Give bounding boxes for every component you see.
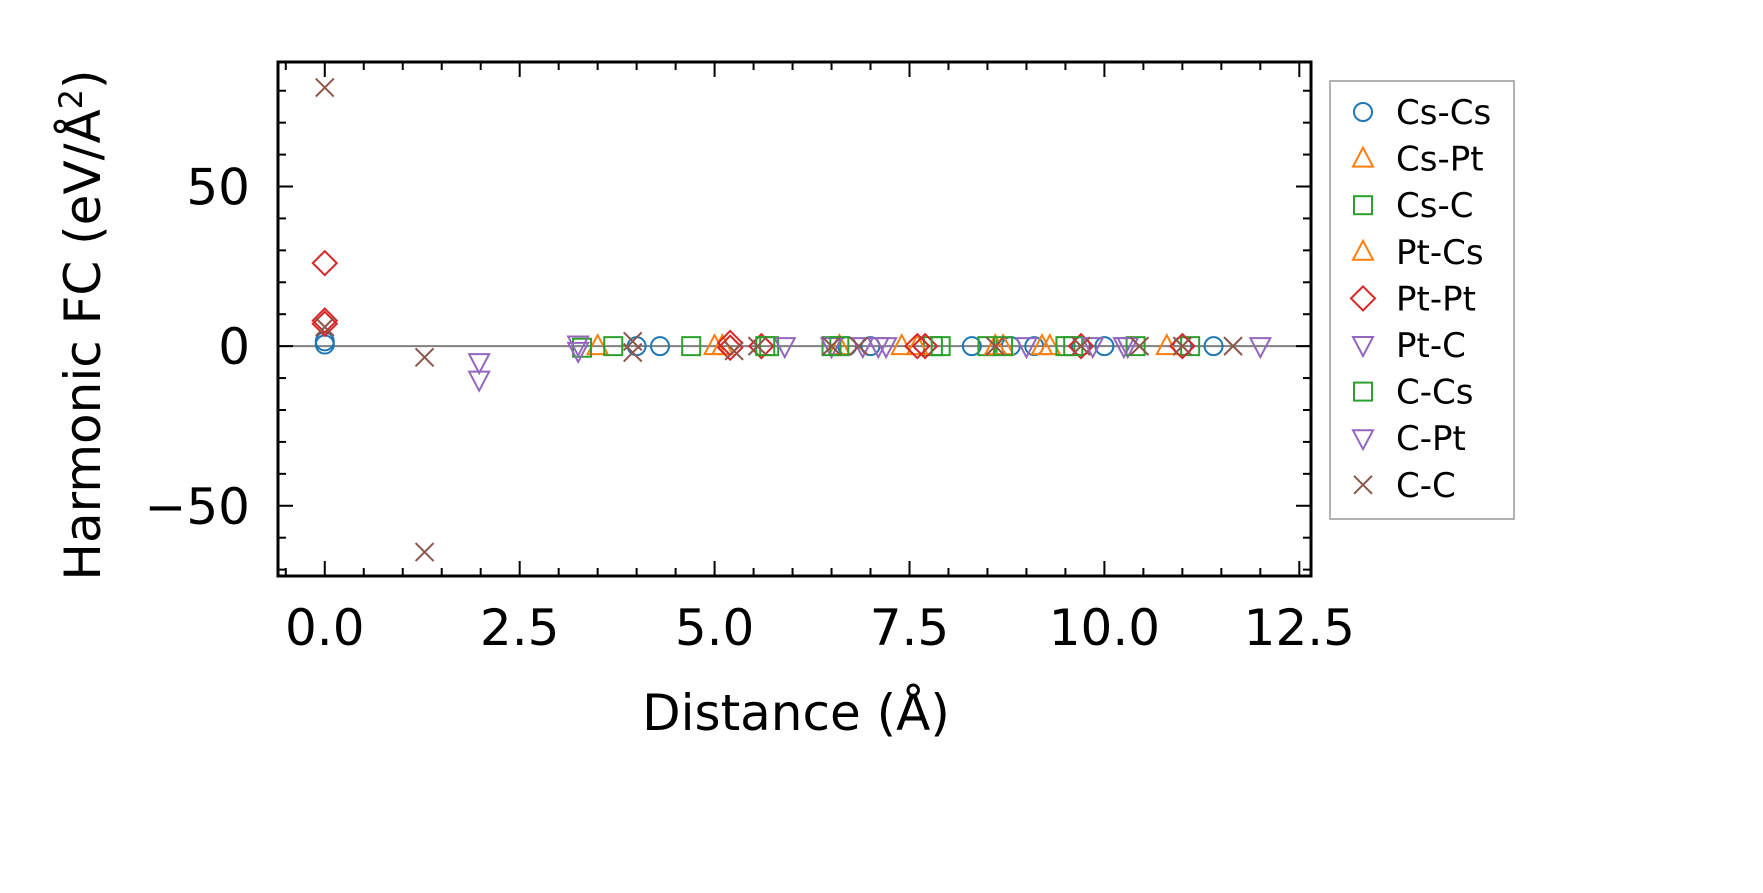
data-point bbox=[1014, 337, 1039, 360]
data-point bbox=[414, 542, 435, 562]
data-point bbox=[1172, 336, 1193, 356]
data-point bbox=[724, 341, 744, 361]
legend-label: C-Cs bbox=[1396, 373, 1473, 413]
legend-marker bbox=[1353, 475, 1373, 495]
data-point bbox=[681, 336, 702, 357]
data-point bbox=[985, 336, 1005, 356]
data-point bbox=[623, 342, 643, 363]
data-point bbox=[311, 307, 339, 335]
x-tick-label: 2.5 bbox=[480, 599, 560, 657]
data-point bbox=[566, 341, 590, 365]
data-point bbox=[716, 334, 744, 362]
data-point bbox=[1094, 336, 1115, 357]
y-axis-label-superscript: 2 bbox=[52, 89, 90, 109]
data-point bbox=[650, 336, 671, 357]
legend-marker bbox=[1353, 381, 1373, 402]
data-point bbox=[566, 335, 590, 358]
data-point bbox=[1112, 337, 1136, 360]
legend-label: C-Pt bbox=[1396, 419, 1466, 459]
legend-label: Pt-C bbox=[1396, 326, 1466, 366]
series-c-pt bbox=[851, 337, 1136, 360]
axes-frame bbox=[276, 60, 1313, 578]
legend-label: Cs-Pt bbox=[1396, 140, 1484, 180]
y-axis-label: Harmonic FC (eV/Å2) bbox=[52, 69, 112, 580]
legend-label: Cs-Cs bbox=[1396, 93, 1491, 133]
y-tick-label: 50 bbox=[186, 159, 250, 217]
legend-label: Cs-C bbox=[1396, 186, 1473, 226]
series-c-c bbox=[315, 77, 1243, 562]
data-point bbox=[1067, 332, 1095, 360]
legend-marker bbox=[1351, 336, 1375, 359]
data-point bbox=[467, 370, 491, 393]
data-point bbox=[866, 337, 890, 360]
data-point bbox=[905, 332, 929, 356]
x-tick-label: 0.0 bbox=[285, 599, 365, 657]
axis-ticks: 0.0 2.5 5.0 7.5 10.0 12.5 −50 0 50 bbox=[144, 62, 1355, 657]
data-point bbox=[603, 336, 624, 357]
data-point bbox=[911, 332, 939, 360]
legend-label: C-C bbox=[1396, 466, 1456, 506]
legend: Cs-Cs Cs-Pt Cs-C Pt-Cs Pt-Pt Pt-C C-Cs C-Pt C-C bbox=[1329, 80, 1515, 520]
data-point bbox=[1129, 336, 1150, 356]
data-point bbox=[1223, 336, 1243, 356]
legend-marker bbox=[1351, 429, 1375, 452]
data-point bbox=[930, 336, 951, 357]
data-point bbox=[903, 332, 931, 360]
legend-marker bbox=[1351, 238, 1375, 261]
x-tick-label: 5.0 bbox=[675, 599, 755, 657]
x-tick-label: 12.5 bbox=[1244, 599, 1355, 657]
data-point bbox=[773, 337, 797, 360]
legend-marker bbox=[1351, 145, 1375, 168]
x-tick-label: 10.0 bbox=[1049, 599, 1160, 657]
data-point bbox=[849, 336, 869, 356]
data-point bbox=[1248, 337, 1272, 360]
data-point bbox=[1030, 332, 1054, 356]
axis-labels: Distance (Å) Harmonic FC (eV/Å2) bbox=[52, 69, 950, 742]
data-point bbox=[623, 331, 643, 352]
data-points bbox=[311, 77, 1272, 562]
y-tick-label: −50 bbox=[144, 478, 250, 536]
data-point bbox=[1071, 336, 1091, 356]
plot-area bbox=[276, 60, 1313, 578]
data-point bbox=[467, 353, 491, 376]
x-axis-label: Distance (Å) bbox=[642, 684, 950, 742]
legend-label: Pt-Cs bbox=[1396, 233, 1484, 273]
legend-marker bbox=[1353, 102, 1373, 122]
data-point bbox=[747, 336, 768, 356]
data-point bbox=[585, 332, 610, 356]
data-point bbox=[414, 347, 435, 368]
x-tick-label: 7.5 bbox=[870, 599, 950, 657]
series-pt-c bbox=[467, 335, 1272, 393]
data-point bbox=[1203, 336, 1224, 357]
data-point bbox=[821, 336, 842, 356]
data-point bbox=[961, 336, 982, 357]
data-point bbox=[315, 317, 335, 337]
legend-label: Pt-Pt bbox=[1396, 279, 1476, 319]
data-point bbox=[1125, 336, 1146, 357]
legend-marker bbox=[1349, 284, 1377, 312]
data-point bbox=[311, 249, 339, 277]
legend-marker bbox=[1353, 195, 1373, 216]
data-point bbox=[315, 77, 335, 98]
y-tick-label: 0 bbox=[218, 318, 250, 376]
data-point bbox=[1081, 337, 1105, 360]
data-point bbox=[1168, 332, 1196, 360]
